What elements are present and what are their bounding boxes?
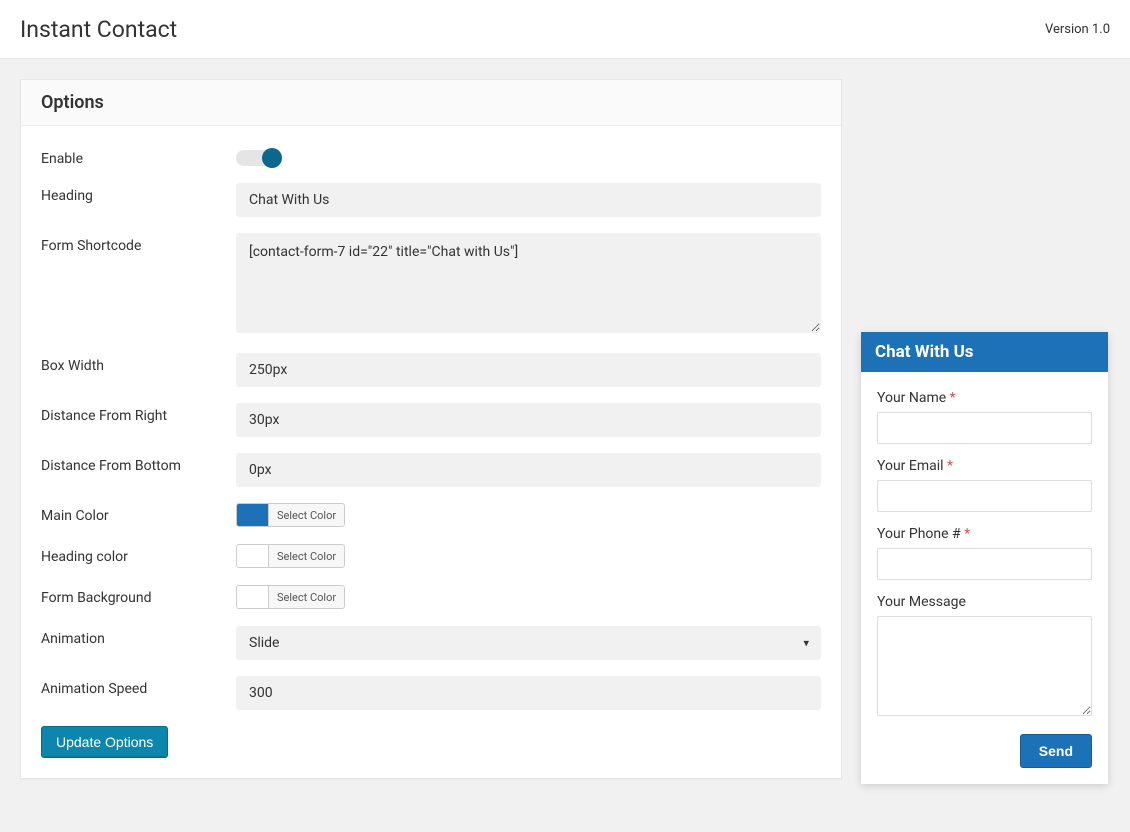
toggle-knob (262, 148, 282, 168)
form-bg-picker[interactable]: Select Color (236, 585, 345, 609)
label-heading: Heading (41, 183, 236, 204)
chat-label-phone-text: Your Phone # (877, 526, 961, 542)
required-mark: * (947, 458, 953, 474)
chat-send-button[interactable]: Send (1020, 734, 1092, 768)
panel-header: Options (21, 80, 841, 126)
options-panel: Options Enable Heading Form Shortcode (20, 79, 842, 779)
label-form-bg: Form Background (41, 585, 236, 606)
chat-input-name[interactable] (877, 412, 1092, 444)
label-main-color: Main Color (41, 503, 236, 524)
chat-input-message[interactable] (877, 616, 1092, 716)
label-enable: Enable (41, 146, 236, 167)
update-options-button[interactable]: Update Options (41, 726, 168, 758)
dist-bottom-input[interactable] (236, 453, 821, 487)
chat-label-name: Your Name * (877, 390, 1092, 406)
chat-body: Your Name * Your Email * Your Phone # * … (861, 372, 1108, 784)
chat-field-name: Your Name * (877, 390, 1092, 444)
animation-select[interactable]: Slide (236, 626, 821, 660)
row-heading-color: Heading color Select Color (41, 544, 821, 571)
row-dist-bottom: Distance From Bottom (41, 453, 821, 487)
form-bg-picker-label: Select Color (269, 586, 344, 608)
row-animation-speed: Animation Speed (41, 676, 821, 710)
label-shortcode: Form Shortcode (41, 233, 236, 254)
label-animation-speed: Animation Speed (41, 676, 236, 697)
required-mark: * (964, 526, 970, 542)
main-color-picker[interactable]: Select Color (236, 503, 345, 527)
label-box-width: Box Width (41, 353, 236, 374)
enable-toggle[interactable] (236, 150, 280, 166)
form-bg-swatch (237, 586, 269, 608)
row-shortcode: Form Shortcode [contact-form-7 id="22" t… (41, 233, 821, 337)
box-width-input[interactable] (236, 353, 821, 387)
chat-label-email-text: Your Email (877, 458, 944, 474)
heading-color-swatch (237, 545, 269, 567)
label-heading-color: Heading color (41, 544, 236, 565)
chat-field-email: Your Email * (877, 458, 1092, 512)
row-heading: Heading (41, 183, 821, 217)
chat-label-phone: Your Phone # * (877, 526, 1092, 542)
required-mark: * (950, 390, 956, 406)
version-label: Version 1.0 (1045, 22, 1110, 37)
row-enable: Enable (41, 146, 821, 167)
shortcode-input[interactable]: [contact-form-7 id="22" title="Chat with… (236, 233, 821, 333)
main-color-picker-label: Select Color (269, 504, 344, 526)
row-main-color: Main Color Select Color (41, 503, 821, 530)
heading-input[interactable] (236, 183, 821, 217)
chat-send-row: Send (877, 734, 1092, 768)
row-animation: Animation Slide (41, 626, 821, 660)
chat-label-name-text: Your Name (877, 390, 946, 406)
label-dist-right: Distance From Right (41, 403, 236, 424)
page-title: Instant Contact (20, 16, 177, 43)
chat-field-message: Your Message (877, 594, 1092, 720)
row-dist-right: Distance From Right (41, 403, 821, 437)
chat-widget: Chat With Us Your Name * Your Email * Yo… (861, 332, 1108, 784)
label-animation: Animation (41, 626, 236, 647)
label-dist-bottom: Distance From Bottom (41, 453, 236, 474)
row-box-width: Box Width (41, 353, 821, 387)
heading-color-picker[interactable]: Select Color (236, 544, 345, 568)
row-form-bg: Form Background Select Color (41, 585, 821, 612)
chat-field-phone: Your Phone # * (877, 526, 1092, 580)
chat-label-email: Your Email * (877, 458, 1092, 474)
chat-input-email[interactable] (877, 480, 1092, 512)
submit-row: Update Options (41, 726, 821, 758)
topbar: Instant Contact Version 1.0 (0, 0, 1130, 59)
animation-speed-input[interactable] (236, 676, 821, 710)
main-color-swatch (237, 504, 269, 526)
heading-color-picker-label: Select Color (269, 545, 344, 567)
chat-header[interactable]: Chat With Us (861, 332, 1108, 372)
panel-title: Options (41, 92, 821, 113)
chat-input-phone[interactable] (877, 548, 1092, 580)
panel-body: Enable Heading Form Shortcode [contact-f… (21, 126, 841, 778)
dist-right-input[interactable] (236, 403, 821, 437)
chat-label-message: Your Message (877, 594, 1092, 610)
